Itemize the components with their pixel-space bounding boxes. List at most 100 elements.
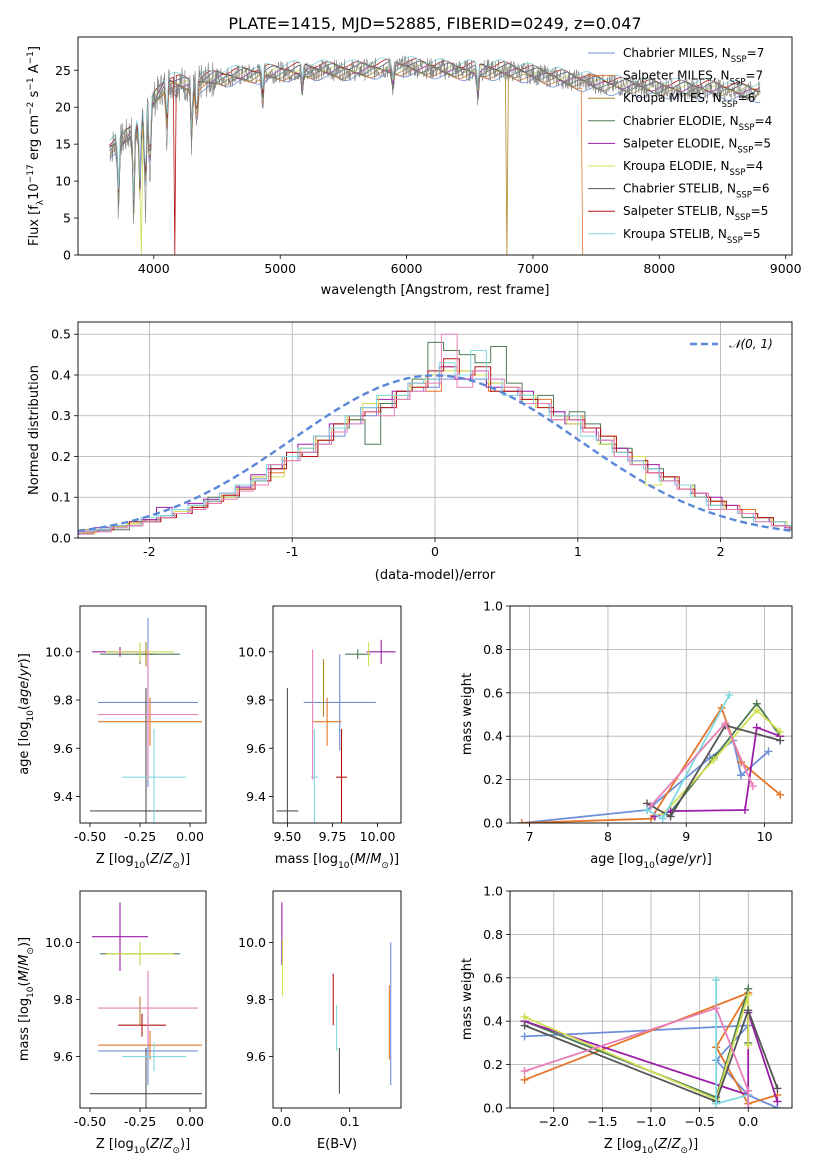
y-tick-label: 0.3: [51, 408, 71, 423]
x-axis-label: Z [log10(Z/Z⊙)]: [604, 1137, 698, 1156]
mass-weight-marker: [744, 991, 753, 1000]
y-tick-label: 0.2: [483, 772, 503, 787]
mass-weight-line: [646, 724, 781, 818]
mass-weight-line: [524, 1007, 750, 1108]
y-tick-label: 1.0: [483, 884, 503, 899]
x-axis-label: E(B-V): [317, 1137, 357, 1152]
y-axis-label: mass weight: [460, 958, 475, 1040]
x-tick-label: 7: [526, 829, 534, 844]
y-tick-label: 5: [63, 211, 71, 226]
plot-area: [520, 975, 782, 1108]
axis-ticks: −2.0 −1.5 −1.0 −0.5 0.0 0.0 0.2 0.4 0.6 0.8 1.0: [483, 884, 758, 1130]
plot-area: [517, 690, 785, 823]
legend-entry: 𝒩(0, 1): [729, 337, 773, 351]
y-tick-label: 0.4: [483, 729, 503, 744]
y-tick-label: 9.8: [246, 693, 266, 708]
y-tick-label: 1.0: [483, 599, 503, 614]
legend-entry: Kroupa STELIB, NSSP=5: [623, 227, 761, 246]
axis-ticks: 4000 5000 6000 7000 8000 9000 0 5 10 15 20 25: [55, 63, 802, 276]
ebv-mass-panel: 0.0 0.1 9.6 9.8 10.0 E(B-V): [238, 890, 402, 1152]
axis-ticks: 0.0 0.1 9.6 9.8 10.0: [238, 935, 359, 1129]
mass-weight-marker: [744, 1104, 753, 1108]
mass-weight-marker: [752, 706, 761, 715]
y-tick-label: 10.0: [45, 644, 73, 659]
y-tick-label: 0.4: [51, 367, 71, 382]
residual-histogram-panel: -2 -1 0 1 2 0.0 0.1 0.2 0.3 0.4 0.5 𝒩(0, 1) (data-mo…: [27, 321, 793, 583]
y-tick-label: 10.0: [238, 644, 266, 659]
mass-weight-marker: [776, 736, 785, 745]
x-tick-label: 9.75: [319, 829, 347, 844]
x-tick-label: -0.50: [74, 829, 106, 844]
mass-weight-marker: [709, 756, 718, 765]
y-tick-label: 0.4: [483, 1014, 503, 1029]
x-tick-label: −0.5: [684, 1114, 714, 1129]
mass-weight-marker: [712, 1004, 721, 1013]
y-tick-label: 0.6: [483, 685, 503, 700]
x-axis-label: (data-model)/error: [375, 568, 496, 583]
y-tick-label: 9.8: [53, 992, 73, 1007]
plot-area: [276, 639, 396, 823]
x-tick-label: 8: [604, 829, 612, 844]
y-tick-label: 9.4: [53, 789, 73, 804]
y-axis-label: mass weight: [460, 673, 475, 755]
x-tick-label: 0.0: [271, 1114, 291, 1129]
mass-weight-marker: [773, 1084, 782, 1093]
y-tick-label: 15: [55, 137, 71, 152]
x-tick-label: 10.00: [360, 829, 396, 844]
histogram-step-line: [82, 358, 792, 533]
y-tick-label: 10: [55, 174, 71, 189]
mass-weight-marker: [520, 1012, 529, 1021]
x-axis-label: mass [log10(M/M⊙)]: [275, 852, 399, 871]
y-tick-label: 9.6: [53, 741, 73, 756]
x-tick-label: 10: [757, 829, 773, 844]
mass-weight-marker: [776, 727, 785, 736]
x-tick-label: −1.5: [587, 1114, 617, 1129]
x-tick-label: 5000: [264, 261, 296, 276]
x-tick-label: -2: [143, 544, 155, 559]
mass-weight-marker: [712, 1099, 721, 1108]
x-tick-label: 4000: [138, 261, 170, 276]
axes-frame: [79, 605, 207, 824]
legend-entry: Kroupa ELODIE, NSSP=4: [623, 159, 763, 178]
axis-ticks: -0.50 -0.25 0.00 9.4 9.6 9.8 10.0: [45, 644, 204, 844]
grid-lines: [510, 605, 792, 824]
y-tick-label: 0: [63, 248, 71, 263]
histogram-step-line: [78, 350, 792, 532]
mass-weight-marker: [520, 1075, 529, 1084]
y-tick-label: 0.8: [483, 642, 503, 657]
figure-title: PLATE=1415, MJD=52885, FIBERID=0249, z=0…: [228, 14, 641, 33]
z-mass-panel: -0.50 -0.25 0.00 9.6 9.8 10.0 Z [log10(Z/Z⊙)] m…: [17, 890, 207, 1156]
y-tick-label: 9.6: [246, 741, 266, 756]
x-tick-label: -0.50: [74, 1114, 106, 1129]
x-tick-label: −2.0: [539, 1114, 569, 1129]
x-tick-label: 0.0: [738, 1114, 758, 1129]
axis-ticks: -2 -1 0 1 2 0.0 0.1 0.2 0.3 0.4 0.5: [51, 327, 724, 559]
mass-weight-marker: [666, 812, 675, 821]
x-tick-label: -0.25: [124, 1114, 156, 1129]
y-axis-label: mass [log10(M/M⊙)]: [17, 937, 36, 1061]
plot-area: [281, 902, 392, 1094]
y-tick-label: 0.5: [51, 327, 71, 342]
mass-weight-marker: [752, 723, 761, 732]
axes-frame: [509, 605, 793, 824]
plot-area: [90, 618, 202, 823]
x-tick-label: -1: [286, 544, 298, 559]
y-axis-label: Normed distribution: [27, 365, 42, 495]
x-tick-label: 9000: [770, 261, 802, 276]
y-tick-label: 0.6: [483, 970, 503, 985]
y-tick-label: 9.6: [246, 1049, 266, 1064]
mass-weight-marker: [725, 690, 734, 699]
mass-weight-marker: [520, 1067, 529, 1076]
mass-weight-marker: [643, 805, 652, 814]
y-tick-label: 9.4: [246, 789, 266, 804]
x-tick-label: 9: [682, 829, 690, 844]
mass-weight-marker: [748, 782, 757, 791]
x-tick-label: 0: [431, 544, 439, 559]
mass-weight-marker: [744, 1006, 753, 1015]
mass-weight-marker: [520, 1021, 529, 1030]
y-tick-label: 0.2: [51, 449, 71, 464]
mass-weight-marker: [744, 1086, 753, 1095]
y-tick-label: 20: [55, 100, 71, 115]
axes-frame: [272, 605, 402, 824]
